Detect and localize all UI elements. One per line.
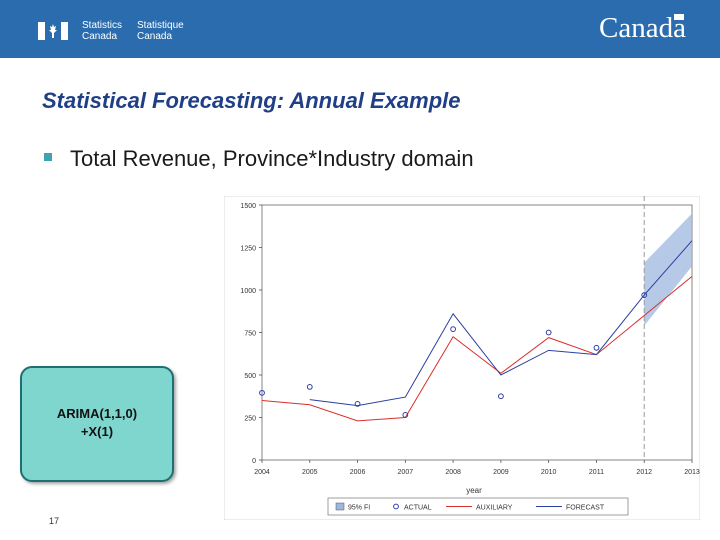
legend-point-swatch	[393, 503, 399, 510]
legend-band-swatch	[335, 502, 345, 511]
y-tick-label: 250	[244, 416, 256, 423]
chart-legend: 95% FI ACTUAL AUXILIARY FORECAST	[327, 497, 629, 516]
x-tick-label: 2012	[636, 469, 652, 476]
y-tick-label: 1000	[240, 288, 256, 295]
y-tick-label: 750	[244, 331, 256, 338]
actual-point	[641, 292, 648, 298]
x-axis-label: year	[466, 486, 482, 495]
actual-point	[259, 389, 265, 396]
y-tick-label: 1500	[240, 203, 256, 210]
x-tick-label: 2007	[398, 469, 414, 476]
legend-label: 95% FI	[348, 505, 370, 512]
slide-title: Statistical Forecasting: Annual Example	[42, 88, 461, 113]
legend-label: AUXILIARY	[476, 505, 513, 512]
x-tick-label: 2010	[541, 469, 557, 476]
agency-name-english: Statistics Canada	[82, 20, 123, 42]
forecast-line	[309, 240, 693, 407]
x-tick-label: 2005	[302, 469, 318, 476]
model-line-2: +X(1)	[80, 424, 114, 439]
series-lines	[261, 240, 693, 422]
x-tick-label: 2006	[350, 469, 366, 476]
canada-flag-icon	[38, 22, 68, 40]
canada-wordmark: Canada	[599, 12, 686, 44]
bullet-text: Total Revenue, Province*Industry domain	[70, 146, 474, 171]
plot-area	[261, 204, 693, 461]
x-axis: 2004 2005 2006 2007 2008 2009 2010 2011 2012 2013	[254, 460, 700, 476]
legend-label: FORECAST	[566, 505, 605, 512]
x-tick-label: 2008	[445, 469, 461, 476]
actual-point	[545, 329, 552, 336]
auxiliary-line	[261, 276, 693, 422]
bullet-square-icon	[44, 153, 52, 161]
model-line-1: ARIMA(1,1,0)	[56, 406, 138, 421]
x-tick-label: 2004	[254, 469, 270, 476]
header-banner: Statistics Canada Statistique Canada Can…	[0, 0, 720, 58]
actual-point	[306, 384, 313, 390]
agency-name-french: Statistique Canada	[137, 20, 184, 42]
y-tick-label: 500	[244, 373, 256, 380]
prediction-band-area	[644, 213, 692, 326]
y-tick-label: 0	[252, 458, 256, 465]
actual-point	[450, 326, 457, 333]
actual-points	[259, 292, 648, 418]
actual-point	[354, 401, 361, 407]
actual-point	[593, 344, 600, 351]
x-tick-label: 2011	[589, 469, 604, 476]
actual-point	[497, 393, 504, 400]
y-tick-label: 1250	[240, 246, 256, 253]
model-callout: ARIMA(1,1,0) +X(1)	[20, 366, 174, 482]
legend-label: ACTUAL	[404, 505, 432, 512]
page-number: 17	[49, 516, 60, 526]
y-axis: 0 250 500 750 1000 1250 1500	[240, 203, 262, 465]
wordmark-flag-icon	[674, 14, 684, 20]
x-tick-label: 2013	[684, 469, 700, 476]
x-tick-label: 2009	[493, 469, 509, 476]
prediction-band	[644, 213, 692, 326]
actual-point	[402, 412, 409, 418]
